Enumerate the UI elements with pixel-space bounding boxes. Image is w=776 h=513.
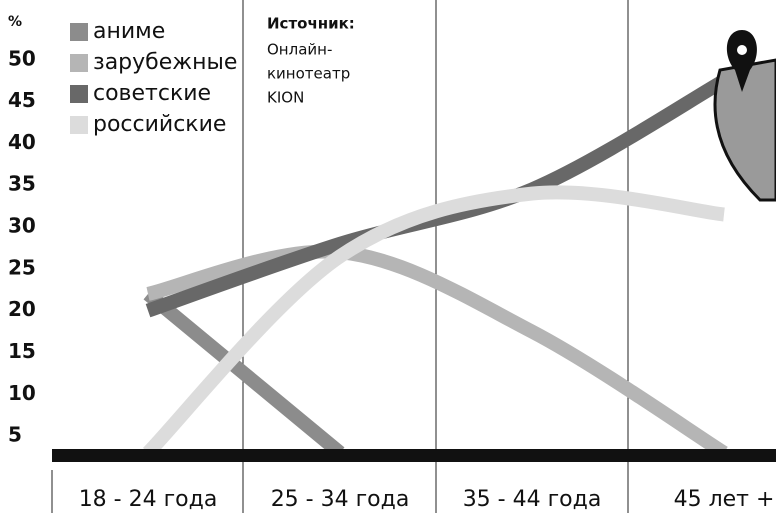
- y-tick-label: 50: [8, 46, 36, 70]
- y-tick-label: 35: [8, 172, 36, 196]
- legend-label: зарубежные: [93, 50, 237, 75]
- y-tick-label: 5: [8, 423, 22, 447]
- y-tick-label: 30: [8, 214, 36, 238]
- legend-label: российские: [93, 112, 226, 137]
- pot: [713, 58, 776, 202]
- x-tick-label: 25 - 34 года: [271, 487, 410, 512]
- legend-swatch: [70, 85, 88, 103]
- series-line: [145, 74, 728, 318]
- x-tick-label: 18 - 24 года: [79, 487, 218, 512]
- pin-hole: [737, 45, 747, 55]
- source-text: Онлайн-: [267, 41, 332, 59]
- legend-swatch: [70, 116, 88, 134]
- y-tick-label: 40: [8, 130, 36, 154]
- legend-label: аниме: [93, 19, 165, 44]
- y-tick-label: 10: [8, 381, 36, 405]
- x-tick-label: 35 - 44 года: [463, 487, 602, 512]
- y-tick-label: 45: [8, 88, 36, 112]
- source-text: кинотеатр: [267, 65, 350, 83]
- y-tick-label: 25: [8, 255, 36, 279]
- decoration: [713, 30, 776, 202]
- legend-swatch: [70, 54, 88, 72]
- series-line: [142, 185, 725, 458]
- baseline: [52, 449, 776, 462]
- x-tick-label: 45 лет +: [674, 487, 775, 512]
- source-text: KION: [267, 89, 304, 107]
- series-line: [146, 244, 728, 459]
- legend-swatch: [70, 23, 88, 41]
- pin: [726, 30, 757, 92]
- y-tick-label: 15: [8, 339, 36, 363]
- y-axis-label: %: [8, 14, 22, 30]
- legend-label: советские: [93, 81, 211, 106]
- source-label: Источник:: [267, 15, 355, 33]
- y-tick-label: 20: [8, 297, 36, 321]
